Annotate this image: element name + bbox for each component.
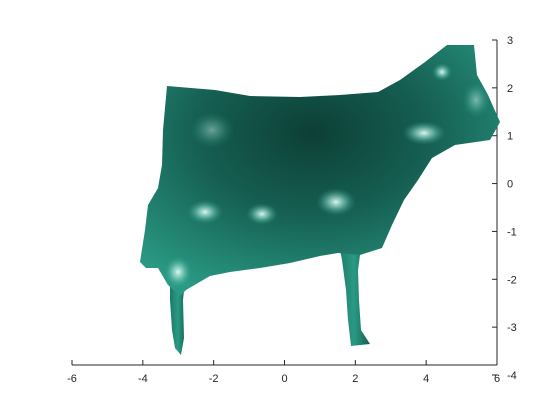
cow-body bbox=[140, 45, 500, 296]
highlight bbox=[187, 200, 223, 224]
x-axis-ticks: -6 -4 -2 0 2 4 6 bbox=[67, 360, 500, 385]
highlight bbox=[402, 121, 446, 145]
highlight bbox=[432, 63, 452, 81]
axes: -6 -4 -2 0 2 4 6 3 2 1 0 -1 -2 -3 -4 bbox=[67, 35, 517, 385]
z-tick-label: -1 bbox=[507, 226, 517, 238]
z-tick-label: -4 bbox=[507, 370, 517, 382]
front-leg bbox=[338, 238, 370, 346]
z-axis-ticks: 3 2 1 0 -1 -2 -3 -4 bbox=[492, 35, 517, 382]
x-tick-label: -6 bbox=[67, 373, 77, 385]
highlight bbox=[462, 82, 490, 118]
z-tick-label: 3 bbox=[507, 35, 513, 47]
x-tick-label: -2 bbox=[209, 373, 219, 385]
z-tick-label: 0 bbox=[507, 179, 513, 191]
x-tick-label: 6 bbox=[494, 373, 500, 385]
x-tick-label: 0 bbox=[281, 373, 287, 385]
highlight bbox=[164, 256, 192, 288]
z-tick-label: 1 bbox=[507, 131, 513, 143]
x-tick-label: -4 bbox=[138, 373, 148, 385]
z-tick-label: 2 bbox=[507, 83, 513, 95]
x-tick-label: 4 bbox=[423, 373, 429, 385]
x-tick-label: 2 bbox=[352, 373, 358, 385]
highlight bbox=[246, 203, 278, 225]
cow-surface bbox=[140, 45, 500, 355]
highlight bbox=[316, 188, 356, 216]
z-tick-label: -3 bbox=[507, 322, 517, 334]
highlight bbox=[190, 112, 234, 148]
z-tick-label: -2 bbox=[507, 274, 517, 286]
